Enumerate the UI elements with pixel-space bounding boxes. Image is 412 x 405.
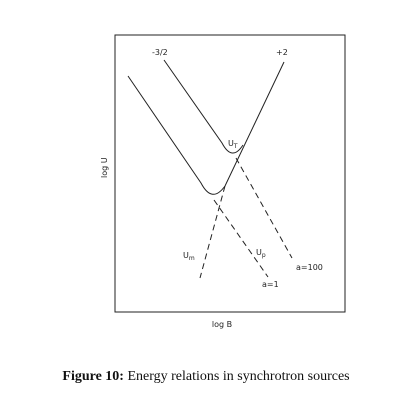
total-energy-curve-low (127, 75, 226, 195)
slope-label: -3/2 (152, 48, 168, 57)
label-sub: p (262, 252, 266, 259)
magnetic-line (224, 61, 285, 187)
particle-line-a100 (235, 157, 293, 259)
total-energy-curve (163, 59, 244, 154)
y-axis-label: log U (100, 157, 109, 178)
label-main: U (256, 248, 262, 257)
caption-number: Figure 10: (62, 369, 124, 384)
label-main: U (228, 139, 234, 148)
label-sub: T (233, 143, 238, 150)
curve-label: Up (256, 248, 266, 259)
curve-label: a=1 (262, 280, 279, 289)
slope-label: +2 (276, 48, 288, 57)
plot-frame (114, 34, 346, 313)
curve-label: UT (228, 139, 238, 150)
magnetic-line-lower (199, 185, 226, 279)
particle-line-a1 (213, 199, 269, 278)
caption: Figure 10: Energy relations in synchrotr… (62, 369, 349, 384)
label-main: U (183, 251, 189, 260)
label-sub: m (189, 255, 195, 262)
x-axis-label: log B (212, 320, 232, 329)
curve-label: Um (183, 251, 195, 262)
curve-label: a=100 (296, 263, 323, 272)
caption-text: Energy relations in synchrotron sources (127, 369, 349, 384)
